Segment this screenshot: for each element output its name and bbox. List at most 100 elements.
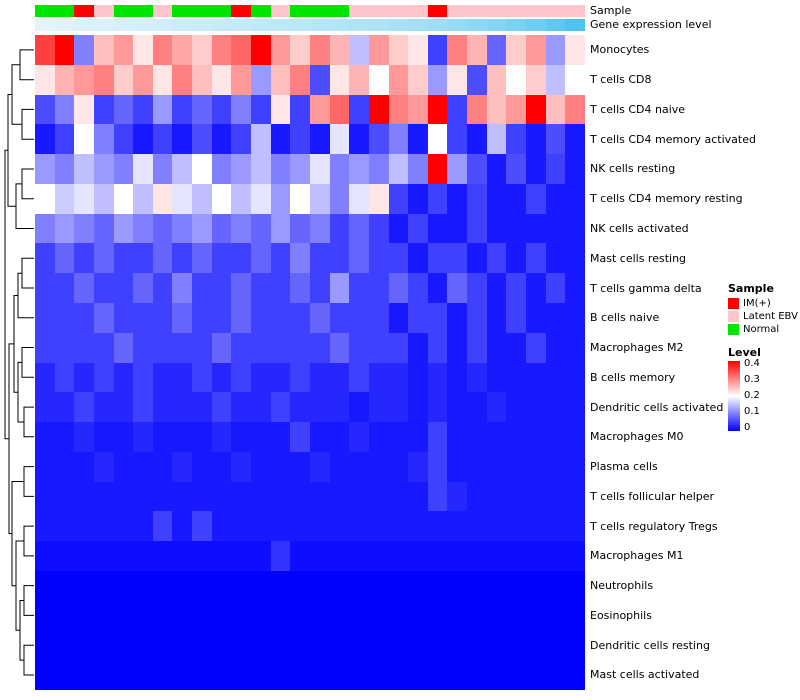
heatmap-cell xyxy=(172,35,193,65)
heatmap-cell xyxy=(211,511,232,542)
heatmap-cell xyxy=(329,94,350,125)
heatmap-cell xyxy=(388,451,409,482)
heatmap-cell xyxy=(565,660,585,690)
heatmap-cell xyxy=(172,124,193,155)
heatmap-cell xyxy=(447,511,468,542)
heatmap-cell xyxy=(506,630,527,661)
row-labels: Monocytes T cells CD8 T cells CD4 naive T c… xyxy=(590,35,756,690)
heatmap-cell xyxy=(93,541,114,571)
heatmap-cell xyxy=(447,273,468,303)
gene-expression-annotation-cell xyxy=(526,19,546,31)
sample-annotation-cell xyxy=(427,5,448,17)
heatmap-cell xyxy=(54,273,75,303)
heatmap-cell xyxy=(251,213,271,244)
heatmap-cell xyxy=(74,35,94,65)
heatmap-cell xyxy=(349,600,369,631)
heatmap-cell xyxy=(152,541,173,571)
heatmap-cell xyxy=(172,64,193,95)
heatmap-cell xyxy=(506,243,527,274)
heatmap-cell xyxy=(467,273,487,303)
heatmap-cell xyxy=(388,35,409,65)
heatmap-cell xyxy=(309,451,330,482)
heatmap-cell xyxy=(290,541,310,571)
heatmap-cell xyxy=(231,362,252,393)
heatmap-cell xyxy=(427,154,448,184)
heatmap-cell xyxy=(486,332,507,363)
heatmap-cell xyxy=(54,154,75,184)
heatmap-cell xyxy=(133,511,153,542)
heatmap-cell xyxy=(172,451,193,482)
sample-annotation-cell xyxy=(54,5,75,17)
heatmap-cell xyxy=(113,600,134,631)
heatmap-cell xyxy=(329,392,350,423)
heatmap-cell xyxy=(152,243,173,274)
heatmap-cell xyxy=(427,481,448,512)
heatmap-cell xyxy=(349,392,369,423)
heatmap-cell xyxy=(349,213,369,244)
heatmap-cell xyxy=(388,570,409,601)
heatmap-cell xyxy=(329,183,350,214)
gene-expression-annotation-cell xyxy=(467,19,487,31)
heatmap-cell xyxy=(152,213,173,244)
heatmap-cell xyxy=(526,154,546,184)
heatmap-cell xyxy=(133,124,153,155)
heatmap-cell xyxy=(113,541,134,571)
heatmap-cell xyxy=(152,481,173,512)
heatmap-cell xyxy=(54,630,75,661)
heatmap-cell xyxy=(74,451,94,482)
heatmap-cell xyxy=(309,243,330,274)
heatmap-cell xyxy=(486,213,507,244)
heatmap-cell xyxy=(251,362,271,393)
heatmap-cell xyxy=(349,154,369,184)
gene-expression-annotation-cell xyxy=(152,19,173,31)
heatmap-cell xyxy=(486,392,507,423)
heatmap-cell xyxy=(192,660,212,690)
heatmap-cell xyxy=(368,392,389,423)
heatmap-cell xyxy=(349,422,369,452)
heatmap-cell xyxy=(290,213,310,244)
heatmap-cell xyxy=(388,660,409,690)
heatmap-cell xyxy=(231,422,252,452)
heatmap-cell xyxy=(408,600,428,631)
heatmap-cell xyxy=(93,630,114,661)
heatmap-cell xyxy=(290,511,310,542)
heatmap-cell xyxy=(93,660,114,690)
heatmap-cell xyxy=(113,154,134,184)
heatmap-cell xyxy=(309,600,330,631)
heatmap-cell xyxy=(447,332,468,363)
legend-color-swatch xyxy=(728,298,739,309)
heatmap-cell xyxy=(133,451,153,482)
heatmap-cell xyxy=(388,541,409,571)
sample-annotation-cell xyxy=(35,5,55,17)
heatmap-cell xyxy=(545,302,566,333)
heatmap-cell xyxy=(211,600,232,631)
heatmap-cell xyxy=(74,630,94,661)
heatmap-cell xyxy=(152,451,173,482)
heatmap-cell xyxy=(486,154,507,184)
heatmap-cell xyxy=(192,154,212,184)
heatmap-cell xyxy=(93,600,114,631)
heatmap-cell xyxy=(35,183,55,214)
heatmap-cell xyxy=(152,570,173,601)
heatmap-cell xyxy=(506,273,527,303)
row-label: T cells CD4 memory activated xyxy=(590,132,756,146)
heatmap-cell xyxy=(467,541,487,571)
heatmap-cell xyxy=(93,273,114,303)
heatmap-cell xyxy=(565,35,585,65)
heatmap-cell xyxy=(113,451,134,482)
heatmap-cell xyxy=(152,302,173,333)
heatmap-cell xyxy=(152,422,173,452)
heatmap-cell xyxy=(74,302,94,333)
heatmap-cell xyxy=(270,213,291,244)
heatmap-cell xyxy=(133,630,153,661)
heatmap-cell xyxy=(565,481,585,512)
row-label: Dendritic cells activated xyxy=(590,400,724,414)
heatmap-cell xyxy=(349,183,369,214)
heatmap-cell xyxy=(74,154,94,184)
heatmap-cell xyxy=(74,94,94,125)
heatmap-cell xyxy=(231,511,252,542)
legend-sample-title: Sample xyxy=(728,282,774,295)
heatmap-cell xyxy=(133,392,153,423)
heatmap-cell xyxy=(133,94,153,125)
heatmap-cell xyxy=(35,481,55,512)
